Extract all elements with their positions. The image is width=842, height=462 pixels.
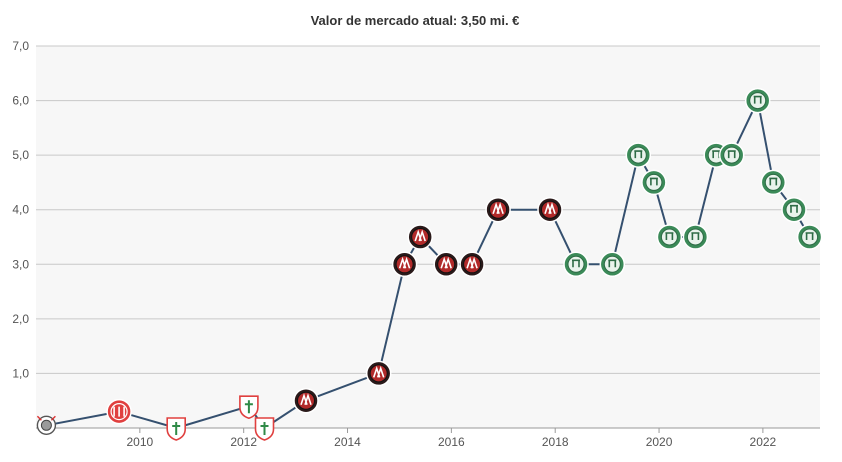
crest-oars-icon <box>36 415 56 421</box>
x-tick-label: 2022 <box>750 435 777 449</box>
x-tick-label: 2012 <box>230 435 257 449</box>
crest-monogram-icon <box>691 232 700 240</box>
crest-stripes-icon <box>113 406 125 417</box>
crest-monogram-icon <box>440 256 452 269</box>
crest-inner-icon <box>686 228 704 246</box>
y-tick-label: 6,0 <box>12 94 29 108</box>
data-point-palmeiras[interactable] <box>682 224 709 250</box>
y-tick-label: 5,0 <box>12 148 29 162</box>
cross-icon <box>244 400 253 414</box>
data-point-athletico[interactable] <box>537 196 563 223</box>
crest-monogram-icon <box>805 232 814 240</box>
crest-inner-icon <box>723 146 741 164</box>
crest-monogram-icon <box>634 150 643 159</box>
crest-inner-icon <box>567 255 585 273</box>
crest-monogram-icon <box>572 259 580 268</box>
y-tick-label: 2,0 <box>12 312 29 326</box>
data-points <box>36 87 823 441</box>
crest-inner-icon <box>629 146 647 164</box>
crest-center-icon <box>40 419 52 431</box>
data-point-palmeiras[interactable] <box>656 224 683 250</box>
cross-icon <box>172 422 181 435</box>
x-tick-label: 2010 <box>126 435 153 449</box>
data-point-athletico[interactable] <box>485 196 511 223</box>
data-point-palmeiras[interactable] <box>781 196 807 223</box>
y-tick-label: 1,0 <box>12 366 29 380</box>
crest-ring-icon <box>110 403 128 421</box>
data-point-palmeiras[interactable] <box>641 169 667 196</box>
crest-inner-icon <box>603 255 621 273</box>
y-tick-label: 3,0 <box>12 257 29 271</box>
crest-monogram-icon <box>398 256 411 269</box>
data-point-portuguesa[interactable] <box>254 417 275 441</box>
crest-monogram-icon <box>790 204 798 213</box>
crest-monogram-icon <box>372 365 385 378</box>
crest-inner-icon <box>660 228 678 246</box>
data-point-athletico[interactable] <box>293 387 319 414</box>
crest-inner-icon <box>764 173 782 191</box>
data-point-palmeiras[interactable] <box>760 169 787 196</box>
crest-monogram-icon <box>608 259 617 268</box>
crest-monogram-icon <box>414 229 426 242</box>
crest-monogram-icon <box>665 232 674 240</box>
x-tick-label: 2018 <box>542 435 569 449</box>
chart-title: Valor de mercado atual: 3,50 mi. € <box>310 13 520 28</box>
data-point-athletico[interactable] <box>407 224 433 250</box>
cross-icon <box>260 422 269 435</box>
x-tick-label: 2016 <box>438 435 465 449</box>
y-tick-label: 4,0 <box>12 203 29 217</box>
crest-monogram-icon <box>753 95 762 104</box>
data-point-athletico[interactable] <box>365 360 392 387</box>
data-point-palmeiras[interactable] <box>563 251 589 278</box>
crest-monogram-icon <box>492 202 504 214</box>
data-point-nautico[interactable] <box>106 398 132 425</box>
data-point-palmeiras[interactable] <box>599 251 626 278</box>
x-axis: 2010 2012 2014 2016 2018 2020 2022 <box>36 427 820 449</box>
grid-lines <box>36 45 820 374</box>
crest-monogram-icon <box>544 202 556 214</box>
crest-monogram-icon <box>466 256 478 269</box>
data-point-corinthians[interactable] <box>36 415 57 435</box>
data-point-portuguesa[interactable] <box>166 417 186 441</box>
crest-monogram-icon <box>649 177 658 186</box>
crest-monogram-icon <box>300 393 312 405</box>
crest-inner-icon <box>785 201 803 219</box>
data-point-palmeiras[interactable] <box>625 142 652 168</box>
data-point-palmeiras[interactable] <box>796 224 823 250</box>
x-tick-label: 2020 <box>646 435 673 449</box>
crest-inner-icon <box>749 92 767 110</box>
x-tick-label: 2014 <box>334 435 361 449</box>
crest-monogram-icon <box>769 177 778 186</box>
data-point-portuguesa[interactable] <box>239 395 259 420</box>
data-point-athletico[interactable] <box>459 251 485 278</box>
data-point-palmeiras[interactable] <box>744 87 771 114</box>
y-axis: 1,0 2,0 3,0 4,0 5,0 6,0 7,0 <box>12 39 29 380</box>
data-point-athletico[interactable] <box>391 251 418 278</box>
crest-inner-icon <box>645 173 663 191</box>
data-point-palmeiras[interactable] <box>718 142 745 168</box>
crest-monogram-icon <box>727 150 736 159</box>
crest-inner-icon <box>801 228 819 246</box>
data-point-athletico[interactable] <box>433 251 459 278</box>
y-tick-label: 7,0 <box>12 39 29 53</box>
